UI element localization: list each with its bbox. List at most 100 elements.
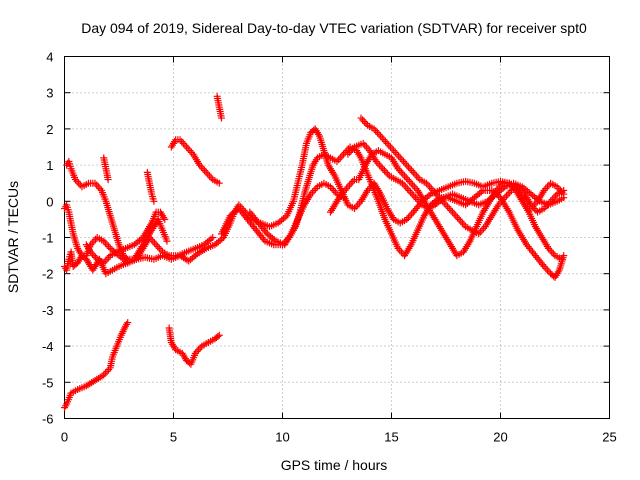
series-track-j <box>143 168 158 205</box>
data-point <box>375 130 383 138</box>
data-point <box>186 147 194 155</box>
x-tick-label: 5 <box>170 430 177 445</box>
data-point <box>181 141 189 149</box>
data-point <box>543 266 551 274</box>
data-point <box>408 210 416 218</box>
series-track-l <box>246 179 348 249</box>
data-point <box>201 167 209 175</box>
data-point <box>406 212 414 220</box>
data-point <box>92 235 100 243</box>
data-point <box>532 206 540 214</box>
data-point <box>104 176 112 184</box>
data-point <box>405 177 413 185</box>
data-point <box>449 208 457 216</box>
data-point <box>76 181 84 189</box>
data-point <box>382 138 390 146</box>
series-track-f <box>82 208 169 267</box>
data-point <box>373 129 381 137</box>
data-point <box>179 139 187 147</box>
data-point <box>386 143 394 151</box>
y-tick-label: 3 <box>46 86 53 101</box>
data-point <box>380 167 388 175</box>
data-point <box>377 163 385 171</box>
data-point <box>445 205 453 213</box>
x-tick-label: 20 <box>493 430 507 445</box>
data-point <box>379 165 387 173</box>
data-point <box>215 331 223 339</box>
data-point <box>560 194 568 202</box>
data-point <box>338 152 346 160</box>
data-point <box>407 179 415 187</box>
data-point <box>444 203 452 211</box>
data-point <box>397 168 405 176</box>
data-point <box>215 179 223 187</box>
data-point <box>199 165 207 173</box>
y-tick-label: -2 <box>42 267 54 282</box>
data-point <box>310 186 318 194</box>
data-point <box>396 154 404 162</box>
data-point <box>545 181 553 189</box>
x-tick-label: 15 <box>384 430 398 445</box>
data-point <box>404 163 412 171</box>
data-point <box>150 239 158 247</box>
data-point <box>382 168 390 176</box>
x-tick-label: 10 <box>275 430 289 445</box>
data-point <box>398 156 406 164</box>
data-point <box>184 145 192 153</box>
data-point <box>560 186 568 194</box>
data-point <box>214 332 222 340</box>
data-point <box>204 170 212 178</box>
series-track-h <box>213 92 225 122</box>
data-point <box>504 190 512 198</box>
y-tick-label: -1 <box>42 231 54 246</box>
data-point <box>455 215 463 223</box>
data-point <box>93 181 101 189</box>
data-point <box>452 212 460 220</box>
data-point <box>401 159 409 167</box>
data-point <box>380 136 388 144</box>
data-point <box>395 152 403 160</box>
data-point <box>103 241 111 249</box>
data-point <box>405 186 413 194</box>
y-axis-label: SDTVAR / TECUs <box>5 181 21 293</box>
data-point <box>402 174 410 182</box>
data-point <box>399 170 407 178</box>
data-point <box>407 188 415 196</box>
data-point <box>391 148 399 156</box>
data-point <box>335 156 343 164</box>
data-point <box>105 243 113 251</box>
data-point <box>404 176 412 184</box>
series-track-g <box>167 136 223 187</box>
data-point <box>183 143 191 151</box>
data-point <box>155 244 163 252</box>
data-point <box>558 255 566 263</box>
data-point <box>403 161 411 169</box>
data-point <box>427 185 435 193</box>
data-point <box>349 177 357 185</box>
data-point <box>413 172 421 180</box>
data-points <box>61 92 568 412</box>
data-point <box>352 203 360 211</box>
data-point <box>410 183 418 191</box>
x-axis-label: GPS time / hours <box>281 457 388 473</box>
data-point <box>548 248 556 256</box>
series-track-i <box>100 154 112 184</box>
data-point <box>476 228 484 236</box>
data-point <box>450 210 458 218</box>
data-point <box>385 141 393 149</box>
series-track-e <box>63 157 171 263</box>
data-point <box>124 319 132 327</box>
data-point <box>402 183 410 191</box>
data-point <box>103 367 111 375</box>
chart-title: Day 094 of 2019, Sidereal Day-to-day VTE… <box>81 20 587 36</box>
data-point <box>409 168 417 176</box>
data-point <box>361 141 369 149</box>
data-point <box>457 217 465 225</box>
data-point <box>502 192 510 200</box>
data-point <box>347 179 355 187</box>
data-point <box>447 206 455 214</box>
data-point <box>378 134 386 142</box>
data-point <box>408 167 416 175</box>
data-point <box>209 234 217 241</box>
